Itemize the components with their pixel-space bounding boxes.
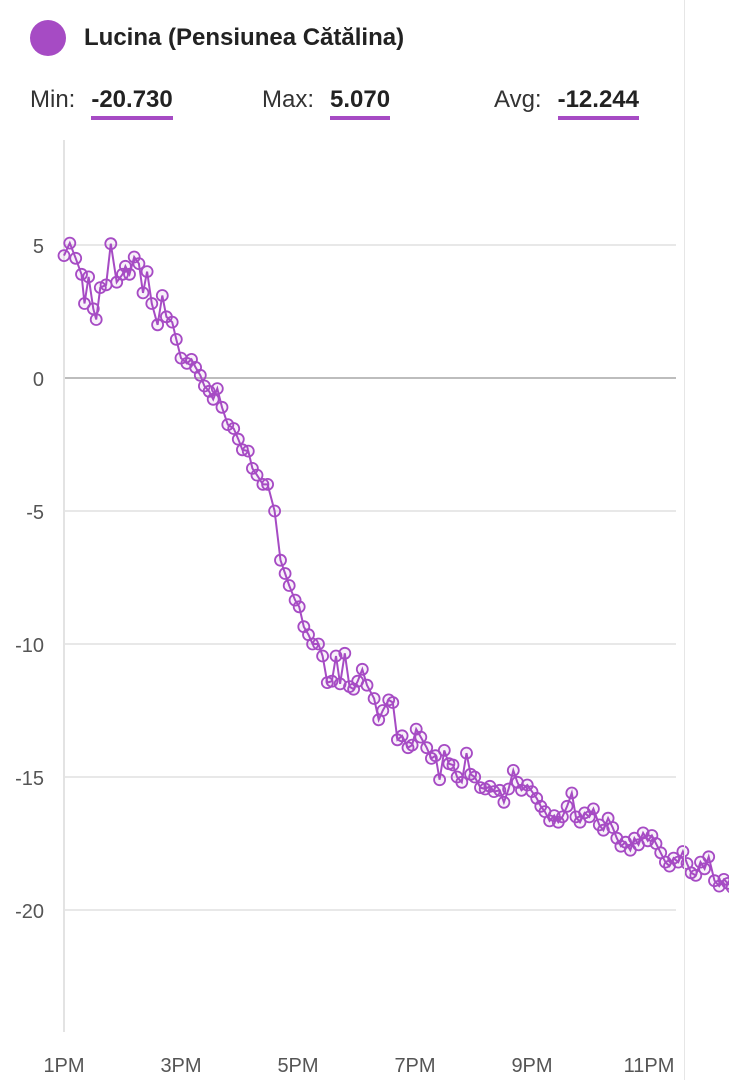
data-point [587,802,600,816]
data-point [282,579,296,592]
data-point [556,810,569,824]
data-point [99,278,113,292]
data-point [565,786,579,800]
stat-avg-value[interactable]: -12.244 [557,86,639,120]
data-point [355,662,369,676]
data-point [227,422,241,435]
y-tick-label: 0 [33,369,44,391]
legend[interactable]: Lucina (Pensiunea Cătălina) [30,20,404,56]
data-point [63,236,77,250]
data-point [312,637,325,651]
x-tick-label: 1PM [43,1055,84,1077]
data-point [82,270,95,284]
y-tick-label: -20 [15,901,44,923]
data-point [698,862,711,876]
data-point [395,729,409,743]
stat-min-value[interactable]: -20.730 [91,86,173,120]
data-point [560,799,574,813]
data-point [261,477,275,491]
data-point [86,302,100,316]
data-point [250,468,264,482]
data-point [288,593,302,607]
data-point [231,432,245,446]
stat-max-label: Max: [262,86,315,113]
data-point [506,764,520,777]
stat-avg: Avg: -12.244 [494,86,639,120]
data-point [497,795,511,809]
data-point [676,845,690,858]
data-point [460,746,473,760]
data-point [169,332,183,346]
series-line [63,240,729,888]
data-point [455,775,469,789]
y-tick-label: -15 [15,768,44,790]
stat-max-value[interactable]: 5.070 [330,86,391,120]
data-point [725,881,729,893]
legend-color-dot [30,20,66,56]
legend-label: Lucina (Pensiunea Cătălina) [84,24,405,51]
data-point [132,257,146,271]
data-point [433,773,447,787]
data-point [367,692,381,705]
data-point [274,553,287,567]
data-point [502,782,516,796]
stat-avg-label: Avg: [494,86,542,113]
data-point [241,444,255,458]
data-point [140,265,154,279]
data-point [123,267,136,281]
data-point [165,315,179,329]
data-point [338,646,352,660]
data-point [386,696,400,709]
data-point [104,237,118,251]
data-point [446,758,460,772]
data-point [210,382,224,396]
data-point [689,869,703,882]
data-point [136,286,150,300]
stat-min-label: Min: [30,86,76,113]
data-point [316,649,330,663]
data-point [414,730,428,744]
data-point [57,249,71,263]
x-tick-label: 5PM [277,1055,318,1077]
x-tick-label: 3PM [160,1055,201,1077]
data-point [145,297,159,310]
data-point [702,850,716,864]
series-layer [57,236,729,893]
data-point [437,744,451,757]
data-point [606,821,620,834]
grid-layer [64,244,676,911]
data-point [292,600,306,614]
data-point [193,368,207,382]
stat-max: Max: 5.070 [262,86,391,120]
stats-bar: Min: -20.730 Max: 5.070 Avg: -12.244 [0,86,700,126]
data-point [155,289,169,302]
data-point [278,567,292,580]
data-point [420,741,434,755]
data-point [215,400,229,414]
data-point [69,251,83,265]
data-point [75,267,88,281]
axis-layer: 50-5-10-15-201PM3PM5PM7PM9PM11PM1AM3AM5A… [15,140,675,1077]
x-tick-label: 7PM [394,1055,435,1077]
data-point [268,504,282,518]
data-point [405,738,419,752]
data-point [360,678,374,692]
panel-edge [684,0,685,1080]
y-tick-label: -10 [15,635,44,657]
y-tick-label: -5 [26,502,44,524]
stat-min: Min: -20.730 [30,86,173,120]
data-point [89,313,103,326]
data-point [151,318,165,332]
data-point [376,704,390,717]
x-tick-label: 9PM [511,1055,552,1077]
x-tick-label: 11PM [624,1055,675,1077]
data-point [468,770,482,784]
data-point [206,392,220,406]
y-tick-label: 5 [33,236,44,258]
